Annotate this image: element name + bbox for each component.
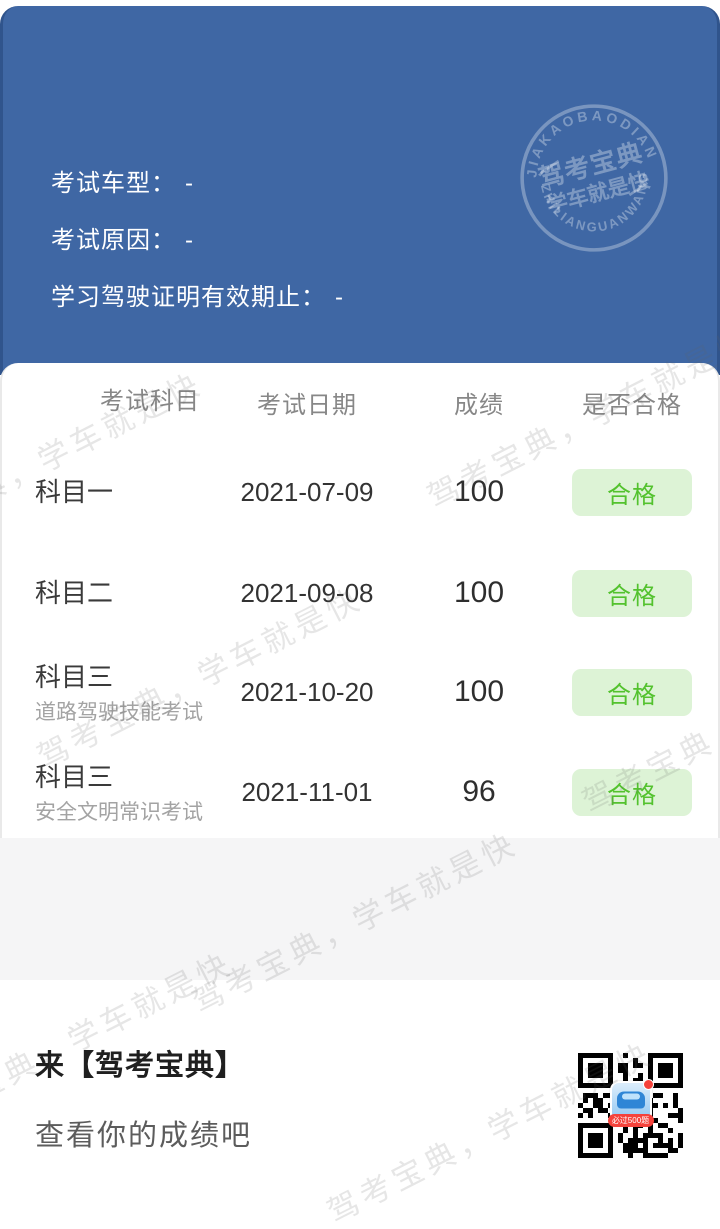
subject-name: 科目一 [35, 477, 114, 507]
pass-status-badge: 合格 [572, 569, 692, 617]
qr-finder-bottom-left [578, 1123, 613, 1158]
header-exam-subject: 考试科目 [100, 388, 200, 415]
car-icon [616, 1091, 645, 1109]
exam-vehicle-type-row: 考试车型： - [51, 166, 344, 202]
exam-date: 2021-09-08 [240, 577, 374, 608]
app-icon-ribbon: 必过500题 [607, 1114, 654, 1128]
pass-status-badge: 合格 [572, 668, 692, 716]
pass-status-badge: 合格 [572, 468, 692, 516]
header-score: 成绩 [454, 391, 504, 419]
table-header-row: 考试科目 考试日期 成绩 是否合格 [2, 381, 718, 423]
pass-status-badge: 合格 [572, 768, 692, 816]
exam-score: 100 [453, 475, 505, 508]
learning-permit-expiry-row: 学习驾驶证明有效期止： - [51, 280, 344, 316]
footer-promo: 来【驾考宝典】 查看你的成绩吧 必过500题 [0, 980, 720, 1229]
subject-name: 科目三 [35, 661, 114, 692]
exam-vehicle-type-label: 考试车型： [51, 170, 176, 197]
table-row: 科目二 2021-09-08 100 合格 [2, 564, 718, 622]
qr-finder-top-left [578, 1053, 613, 1088]
app-icon: 必过500题 [607, 1079, 654, 1128]
exam-info-panel: 考试车型： - 考试原因： - 学习驾驶证明有效期止： - JIAKAOBAOD… [0, 6, 720, 375]
gray-divider-band [0, 838, 720, 980]
exam-score: 96 [462, 775, 496, 808]
subject-subtitle: 道路驾驶技能考试 [35, 700, 203, 724]
exam-score: 100 [453, 675, 505, 708]
qr-finder-top-right [648, 1053, 683, 1088]
exam-results-card: 考试科目 考试日期 成绩 是否合格 科目一 2021-07-09 100 合格 … [0, 363, 720, 838]
exam-date: 2021-10-20 [240, 676, 374, 707]
learning-permit-expiry-label: 学习驾驶证明有效期止： [51, 284, 326, 311]
exam-date: 2021-07-09 [240, 476, 374, 507]
subject-subtitle: 安全文明常识考试 [35, 800, 203, 824]
notification-dot [642, 1079, 654, 1091]
exam-reason-value: - [185, 227, 194, 254]
exam-info-fields: 考试车型： - 考试原因： - 学习驾驶证明有效期止： - [51, 166, 344, 337]
exam-reason-label: 考试原因： [51, 227, 176, 254]
exam-date: 2021-11-01 [241, 776, 373, 807]
promo-subtitle: 查看你的成绩吧 [35, 1120, 253, 1152]
table-row: 科目三 道路驾驶技能考试 2021-10-20 100 合格 [2, 652, 718, 732]
qr-code: 必过500题 [578, 1053, 683, 1158]
exam-score: 100 [453, 576, 505, 609]
subject-name: 科目二 [35, 578, 114, 608]
header-exam-date: 考试日期 [257, 391, 357, 419]
learning-permit-expiry-value: - [335, 284, 344, 311]
top-strip [0, 0, 720, 6]
brand-stamp-watermark: JIAKAOBAODIAN ZHILIANGUANWANG 驾考宝典 学车就是快 [515, 98, 668, 252]
header-pass-status: 是否合格 [582, 391, 682, 419]
exam-reason-row: 考试原因： - [51, 223, 344, 259]
promo-title: 来【驾考宝典】 [35, 1050, 246, 1082]
subject-name: 科目三 [35, 761, 114, 792]
exam-vehicle-type-value: - [185, 170, 194, 197]
table-row: 科目一 2021-07-09 100 合格 [2, 463, 718, 521]
table-row: 科目三 安全文明常识考试 2021-11-01 96 合格 [2, 752, 718, 832]
